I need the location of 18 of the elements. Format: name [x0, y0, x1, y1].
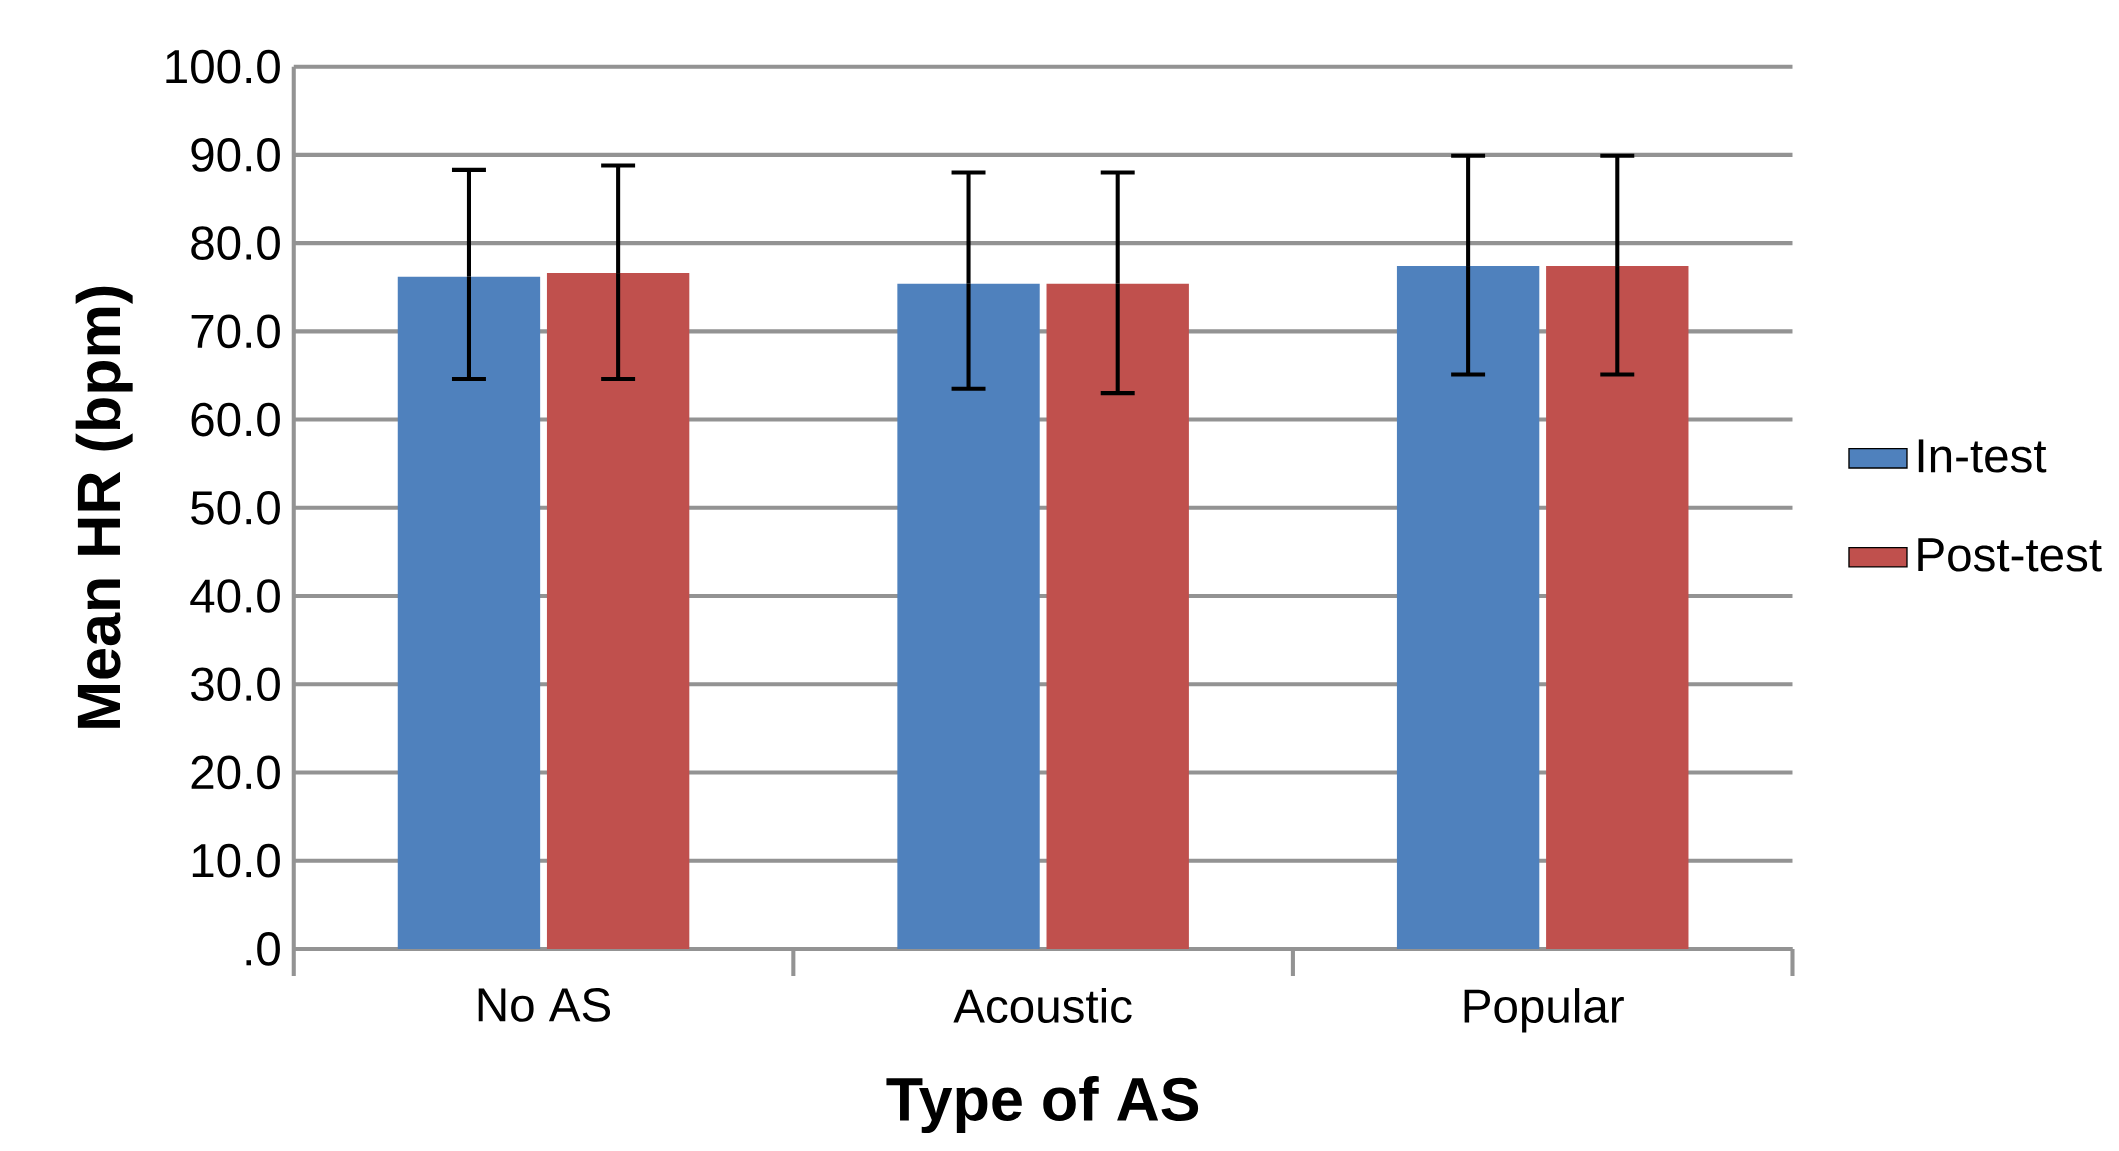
legend-label: Post-test — [1918, 538, 2102, 572]
legend-label: In-test — [1918, 439, 2047, 473]
y-axis-title: Mean HR (bpm) — [75, 286, 133, 728]
x-axis-title: Type of AS — [886, 1076, 1199, 1134]
y-tick-label: 50.0 — [191, 490, 280, 525]
y-tick-label: 40.0 — [190, 579, 280, 613]
y-tick-label: 30.0 — [191, 667, 280, 702]
x-tick-label: No AS — [478, 988, 611, 1022]
y-tick-label: 70.0 — [191, 314, 280, 349]
x-tick-label: Acoustic — [953, 988, 1132, 1024]
y-tick-label: 80.0 — [191, 226, 280, 261]
y-tick-label: 20.0 — [191, 755, 280, 790]
y-tick-label: .0 — [246, 932, 280, 966]
y-tick-label: 10.0 — [192, 843, 280, 878]
y-tick-label: 60.0 — [191, 402, 280, 437]
y-tick-label: 100.0 — [166, 49, 280, 84]
x-tick-label: Popular — [1464, 988, 1624, 1033]
y-tick-label: 90.0 — [191, 138, 280, 172]
